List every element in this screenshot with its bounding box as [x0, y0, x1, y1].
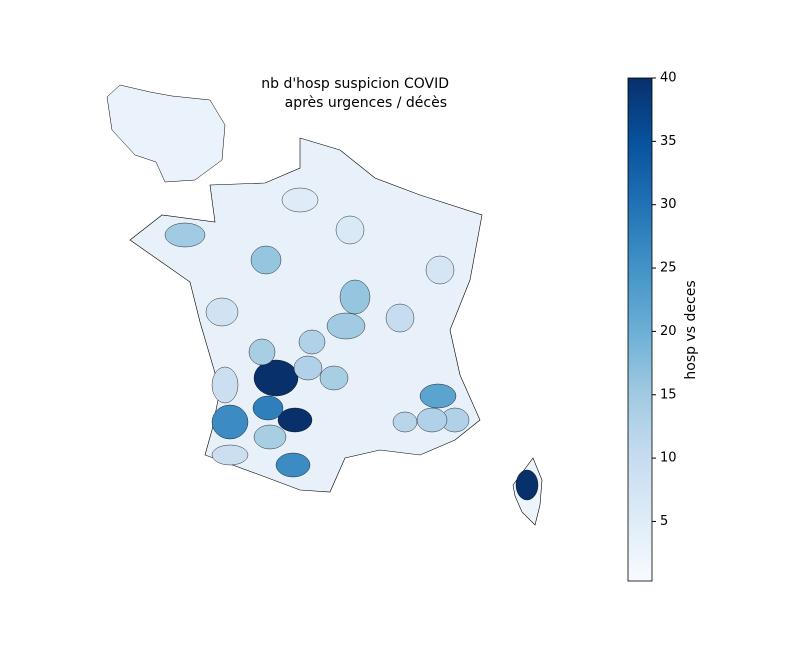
ile-de-france-inset [106, 84, 226, 183]
department [425, 255, 455, 285]
department [248, 338, 276, 366]
department [211, 444, 249, 466]
department [515, 469, 539, 501]
department [253, 424, 287, 450]
department [211, 404, 249, 440]
department [298, 329, 326, 355]
colorbar-tick-label: 10 [660, 451, 677, 466]
department [392, 411, 418, 433]
colorbar-tick-label: 35 [660, 134, 677, 149]
department [164, 222, 206, 248]
map-title: après urgences / décès [285, 95, 447, 111]
department [416, 407, 448, 433]
department [277, 407, 313, 433]
department [252, 395, 284, 421]
department [205, 297, 239, 327]
colorbar-tick-label: 5 [660, 514, 668, 529]
department [275, 452, 311, 478]
department [339, 279, 371, 315]
colorbar [627, 77, 653, 582]
colorbar-tick-label: 20 [660, 324, 677, 339]
department [335, 215, 365, 245]
department [211, 366, 239, 404]
colorbar-tick-label: 30 [660, 197, 677, 212]
department [319, 365, 349, 391]
department [253, 359, 299, 397]
department [250, 245, 282, 275]
department [293, 355, 323, 381]
map-title: nb d'hosp suspicion COVID [261, 76, 449, 92]
department [419, 383, 457, 409]
department [326, 312, 366, 340]
department [385, 303, 415, 333]
colorbar-tick-label: 15 [660, 387, 677, 402]
france-outline [129, 137, 483, 493]
department [281, 187, 319, 213]
colorbar-label: hosp vs deces [683, 280, 699, 379]
colorbar-tick-label: 40 [660, 71, 677, 86]
colorbar-tick-label: 25 [660, 261, 677, 276]
